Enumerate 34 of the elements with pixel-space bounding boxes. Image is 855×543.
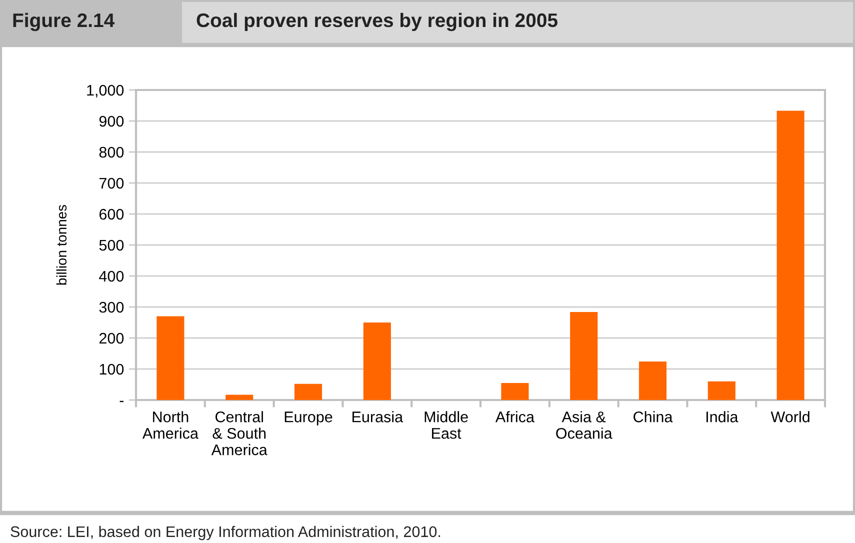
y-tick-label: 100	[100, 364, 124, 375]
chart-subtitle: Figure 2.14	[13, 12, 115, 32]
x-tick-label: Middle East	[424, 411, 468, 439]
y-tick-label: 1,000	[87, 84, 124, 98]
y-tick-label: 400	[99, 270, 124, 282]
y-tick-label: 500	[99, 240, 124, 251]
bar	[776, 110, 804, 400]
bar	[638, 362, 667, 400]
bar	[570, 312, 598, 400]
bar	[501, 382, 529, 400]
y-tick-label: 200	[99, 332, 124, 344]
bar	[708, 381, 736, 400]
x-tick-label: Central & South America	[211, 411, 268, 456]
x-tick-label: North America	[142, 411, 198, 439]
x-tick-label: Asia & Oceania	[556, 411, 612, 439]
x-tick-label: India	[706, 411, 738, 422]
bar	[294, 384, 322, 400]
y-tick-label: 700	[99, 178, 124, 189]
bar	[156, 316, 184, 400]
y-tick-label: 300	[99, 302, 124, 313]
x-tick-label: Africa	[495, 411, 534, 422]
y-tick-label: -	[120, 400, 124, 402]
x-tick-label: Europe	[284, 412, 332, 426]
chart-title: Coal proven reserves by region in 2005	[196, 12, 558, 32]
y-axis-title: billion tonnes	[56, 204, 67, 285]
bar	[363, 322, 391, 400]
x-tick-label: Eurasia	[352, 411, 404, 422]
bar	[226, 394, 254, 400]
y-tick-label: 600	[99, 208, 124, 220]
source-note: Source: LEI, based on Energy Information Administration, 2010.	[10, 526, 440, 540]
y-tick-label: 900	[99, 116, 124, 127]
y-tick-label: 800	[99, 146, 124, 158]
x-tick-label: China	[634, 411, 673, 422]
x-tick-label: World	[770, 411, 810, 422]
